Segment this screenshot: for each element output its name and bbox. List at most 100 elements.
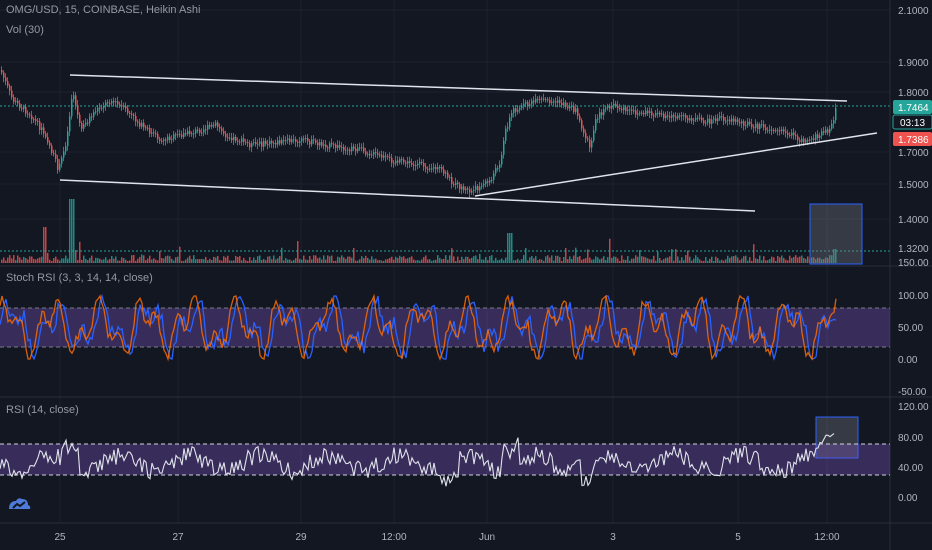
candle-body — [97, 107, 99, 112]
candle-body — [287, 138, 289, 141]
stoch-rsi-legend[interactable]: Stoch RSI (3, 3, 14, 14, close) — [6, 272, 153, 284]
volume-bar — [11, 258, 13, 263]
candle-body — [501, 154, 503, 165]
symbol-legend[interactable]: OMG/USD, 15, COINBASE, Heikin Ashi — [6, 4, 201, 16]
support-trend-line[interactable] — [474, 132, 878, 197]
volume-bar — [163, 258, 165, 263]
volume-bar — [427, 259, 429, 263]
rsi-legend[interactable]: RSI (14, close) — [6, 404, 79, 416]
stoch-axis[interactable]: 100.00 50.00 0.00 -50.00 — [898, 291, 929, 398]
candle-body — [503, 140, 505, 155]
time-tick: 29 — [295, 532, 307, 543]
candle-body — [531, 100, 533, 105]
volume-bar — [283, 260, 285, 263]
candle-body — [693, 119, 695, 121]
volume-bar — [777, 255, 779, 263]
volume-bar — [763, 256, 765, 263]
candle-body — [35, 119, 37, 122]
time-axis[interactable]: 25 27 29 12:00 Jun 3 5 12:00 — [54, 532, 840, 543]
candle-body — [745, 125, 747, 127]
volume-bar — [783, 257, 785, 263]
candle-body — [397, 160, 399, 163]
candle-body — [159, 138, 161, 141]
candle-body — [723, 116, 725, 121]
candle-body — [255, 142, 257, 145]
volume-bar — [191, 259, 193, 263]
candle-body — [237, 140, 239, 142]
upper-trend-line[interactable] — [69, 74, 848, 102]
volume-bar — [723, 260, 725, 263]
candle-body — [833, 120, 835, 124]
candle-body — [295, 139, 297, 142]
volume-bar — [323, 255, 325, 263]
volume-bar — [615, 256, 617, 263]
volume-bar — [295, 258, 297, 263]
volume-bar — [233, 260, 235, 263]
volume-bar — [109, 258, 111, 263]
alert-price-tag[interactable] — [893, 132, 932, 146]
price-tick: 1.9000 — [898, 58, 929, 69]
volume-bar — [371, 256, 373, 263]
volume-bar — [141, 254, 143, 263]
candle-body — [421, 161, 423, 163]
volume-bar — [619, 260, 621, 263]
price-axis[interactable]: 2.1000 1.9000 1.8000 1.7000 1.5000 1.400… — [898, 6, 929, 269]
volume-bar — [551, 255, 553, 263]
candle-body — [41, 127, 43, 130]
volume-bar — [665, 257, 667, 263]
volume-bar — [151, 259, 153, 263]
volume-bar — [185, 259, 187, 263]
volume-bar — [505, 257, 507, 263]
candle-body — [135, 116, 137, 122]
lower-trend-line[interactable] — [59, 179, 756, 212]
candle-body — [47, 136, 49, 143]
volume-bar — [659, 258, 661, 263]
candle-body — [253, 142, 255, 144]
volume-bar — [515, 260, 517, 263]
volume-bar — [693, 258, 695, 263]
tradingview-logo-icon[interactable] — [6, 495, 32, 513]
candle-body — [259, 141, 261, 144]
volume-bar — [739, 260, 741, 263]
volume-bar — [517, 258, 519, 263]
last-price-tag[interactable] — [893, 100, 932, 114]
volume-bar — [215, 257, 217, 263]
volume-bar — [155, 259, 157, 263]
candle-body — [399, 159, 401, 163]
volume-bar — [591, 259, 593, 263]
volume-legend[interactable]: Vol (30) — [6, 24, 44, 36]
candle-body — [51, 145, 53, 153]
volume-bar — [567, 259, 569, 263]
candle-body — [775, 130, 777, 132]
volume-bar — [435, 259, 437, 263]
candle-body — [317, 142, 319, 146]
volume-highlight-box[interactable] — [809, 203, 863, 265]
candle-body — [283, 139, 285, 141]
volume-bar — [653, 255, 655, 263]
volume-bar — [513, 260, 515, 263]
candle-body — [23, 106, 25, 110]
rsi-axis[interactable]: 120.00 80.00 40.00 0.00 — [898, 402, 929, 504]
candle-body — [331, 143, 333, 145]
rsi-highlight-box[interactable] — [815, 416, 859, 459]
volume-bar — [465, 256, 467, 263]
candle-body — [241, 138, 243, 142]
candle-body — [737, 119, 739, 123]
price-candles[interactable] — [1, 66, 837, 198]
volume-bar — [819, 257, 821, 263]
volume-bar — [63, 258, 65, 263]
volume-bar — [639, 250, 641, 263]
volume-bar — [167, 255, 169, 263]
candle-body — [369, 153, 371, 156]
candle-body — [191, 133, 193, 135]
volume-bar — [309, 256, 311, 263]
candle-body — [717, 118, 719, 122]
candle-body — [425, 166, 427, 169]
time-tick: 12:00 — [814, 532, 839, 543]
candle-body — [423, 162, 425, 167]
volume-bar — [729, 257, 731, 263]
candle-body — [37, 121, 39, 123]
candle-body — [353, 146, 355, 149]
volume-bar — [541, 259, 543, 263]
